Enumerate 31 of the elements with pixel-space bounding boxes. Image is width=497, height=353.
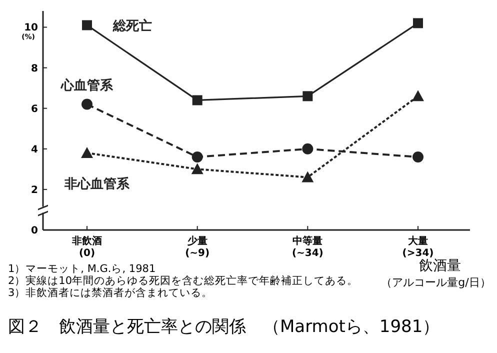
text: （アルコール量g/日） (381, 276, 491, 289)
point (412, 90, 424, 102)
point (192, 95, 202, 106)
y-tick-label: 2 (31, 184, 38, 196)
text: 3）非飲酒者には禁酒者が含まれている。 (8, 286, 213, 299)
point (191, 163, 204, 174)
point (192, 152, 203, 162)
point (302, 143, 314, 154)
point (81, 146, 93, 158)
series-label: 総死亡 (112, 18, 152, 34)
point (302, 91, 313, 102)
text: 2）実線は10年間のあらゆる死因を含む総死亡率で年齢補正してある。 (8, 274, 358, 287)
x-tick-label: 大量 (>34) (402, 235, 434, 259)
y-tick-label: 10 (24, 22, 38, 34)
series-label: 心血管系 (60, 77, 114, 94)
x-tick-label: 少量 (~9) (185, 235, 210, 259)
x-tick-label: 非飲酒 (0) (71, 235, 102, 259)
x-tick-label: 中等量 (~34) (292, 235, 324, 259)
text: 図２ 飲酒量と死亡率との関係 （Marmotら、1981） (8, 317, 440, 337)
text: 1）マーモット, M.G.ら, 1981 (8, 263, 156, 275)
y-tick-label: 8 (31, 63, 38, 74)
x-axis-title: 飲酒量 (419, 258, 461, 274)
point (412, 152, 424, 162)
point (413, 18, 423, 28)
y-tick-label: 4 (31, 144, 38, 156)
point (82, 20, 92, 30)
point (82, 98, 92, 110)
series-label: 非心血管系 (64, 176, 130, 192)
point (302, 171, 314, 182)
y-tick-label: 0 (31, 226, 38, 236)
y-tick-label: 6 (31, 104, 38, 115)
